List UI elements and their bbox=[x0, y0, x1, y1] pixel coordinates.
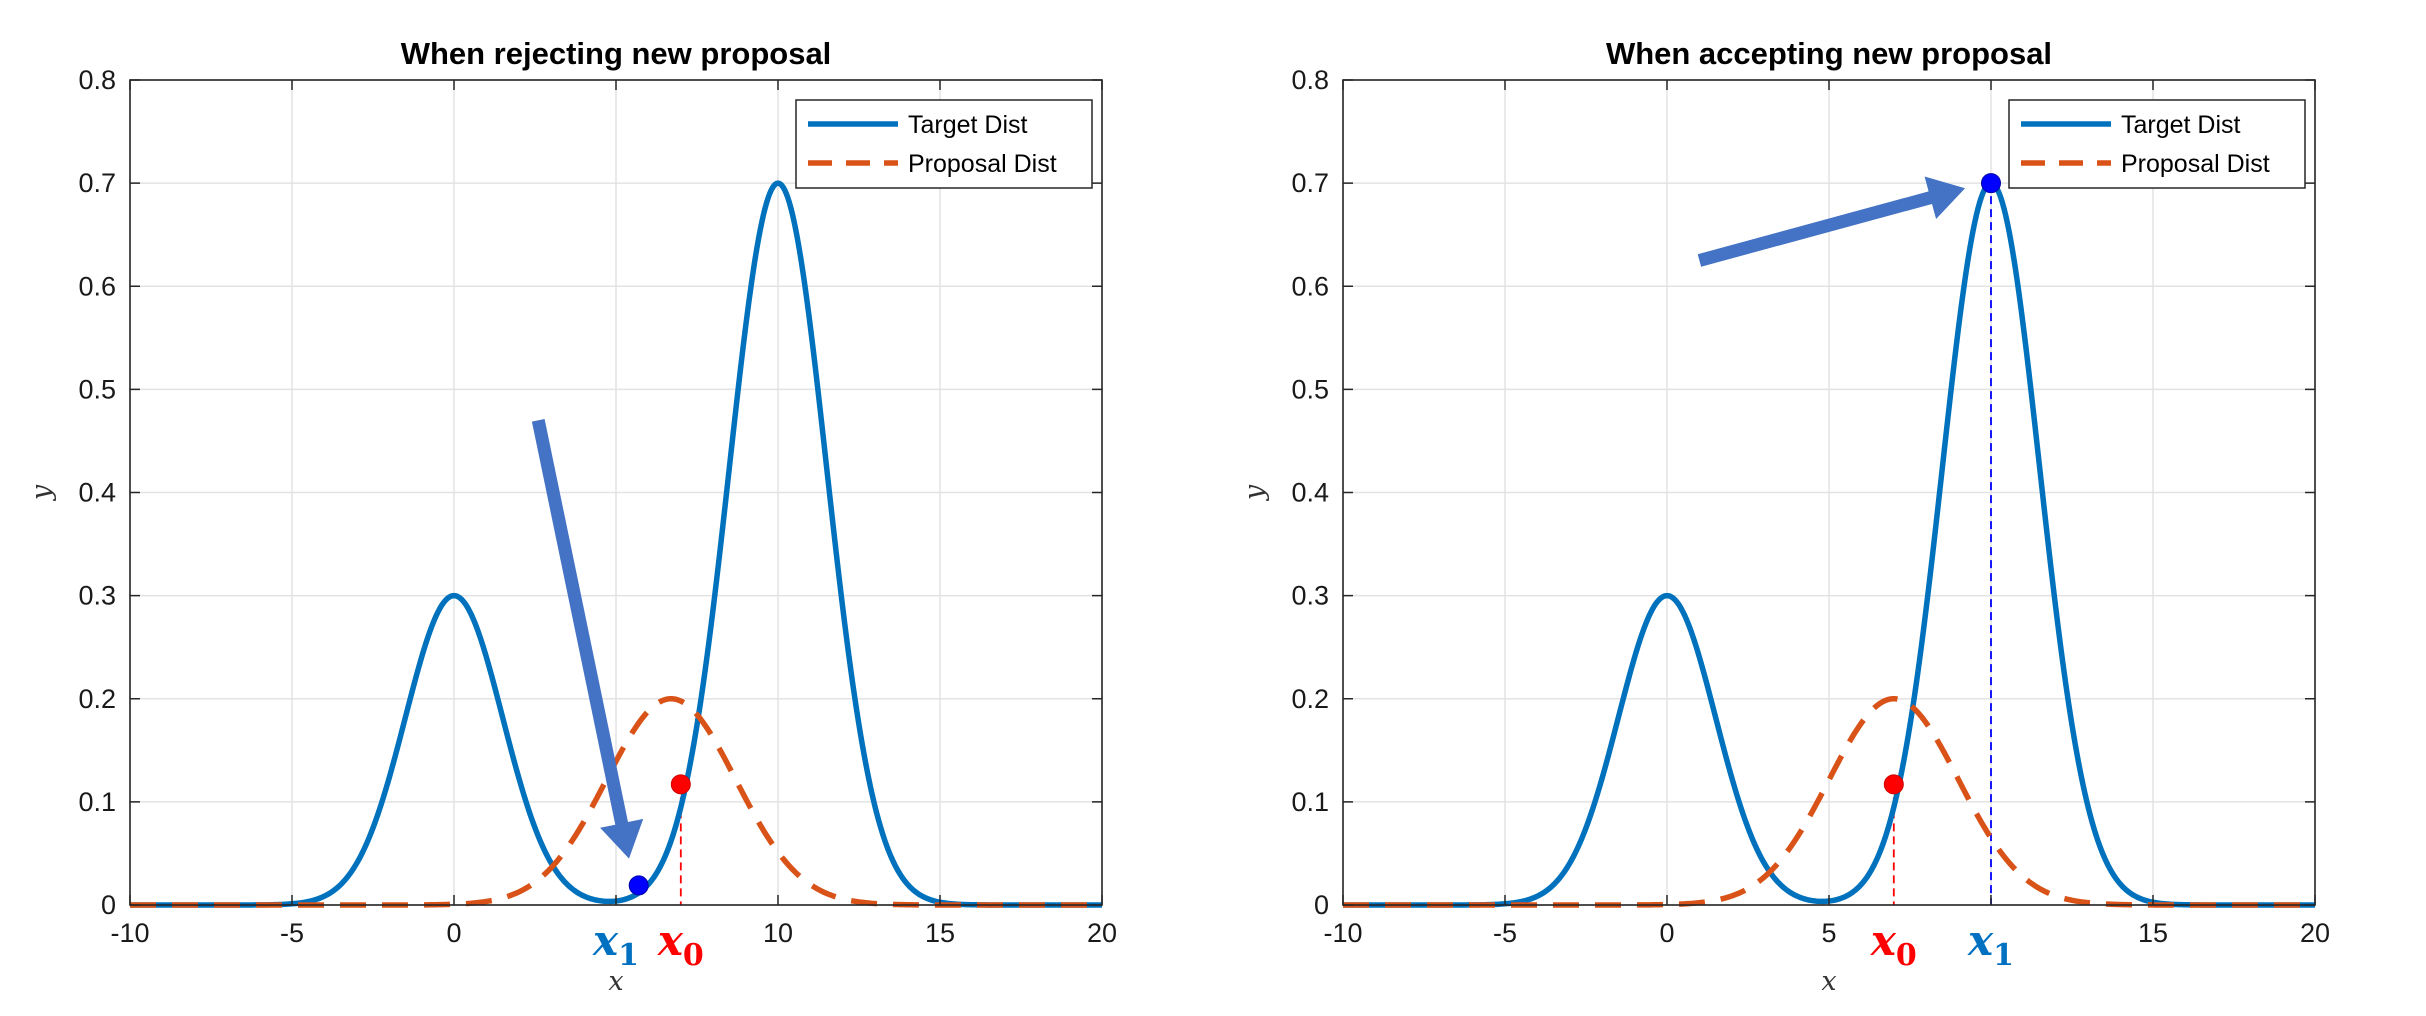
x-tick-label: -5 bbox=[1493, 918, 1517, 948]
marker-x0: x0 bbox=[657, 916, 704, 973]
marker-sub: 1 bbox=[1993, 938, 2014, 973]
y-tick-label: 0.8 bbox=[1291, 65, 1329, 95]
y-tick-label: 0.7 bbox=[1291, 168, 1329, 198]
y-tick-label: 0.6 bbox=[78, 271, 116, 301]
marker-var: x bbox=[657, 916, 684, 965]
y-tick-label: 0.3 bbox=[78, 581, 116, 611]
legend: Target Dist Proposal Dist bbox=[2008, 99, 2306, 189]
y-tick-label: 0.3 bbox=[1291, 581, 1329, 611]
x1-point bbox=[1981, 173, 2001, 194]
marker-var: x bbox=[1967, 916, 1994, 965]
y-tick-label: 0.1 bbox=[78, 787, 116, 817]
legend-label: Proposal Dist bbox=[908, 150, 1057, 178]
chart-accepting: -10 -5 0 5 15 20 0 0.1 0.2 0.3 0.4 0.5 0.6 0.7 0.8 When… bbox=[1239, 36, 2330, 997]
y-tick-label: 0.1 bbox=[1291, 787, 1329, 817]
marker-var: x bbox=[592, 916, 619, 965]
y-axis-label: y bbox=[26, 484, 57, 501]
x-tick-label: 20 bbox=[1087, 918, 1117, 948]
legend: Target Dist Proposal Dist bbox=[795, 99, 1093, 189]
chart-rejecting: -10 -5 0 10 15 2000.10.20.30.40.50.60.70.8Whe… bbox=[26, 36, 1117, 997]
y-tick-label: 0.8 bbox=[78, 65, 116, 95]
chart-title: When accepting new proposal bbox=[1606, 36, 2052, 71]
pointer-arrow bbox=[1697, 176, 1966, 267]
y-tick-label: 0.5 bbox=[78, 374, 116, 404]
x1-point bbox=[628, 875, 649, 896]
x-tick-label: -10 bbox=[110, 918, 149, 948]
x0-point bbox=[670, 774, 691, 795]
legend-box bbox=[795, 99, 1093, 189]
x0-point bbox=[1883, 774, 1904, 795]
x-tick-label: 0 bbox=[1659, 918, 1674, 948]
x-axis-label: x bbox=[608, 966, 623, 997]
marker-sub: 0 bbox=[1896, 938, 1917, 973]
marker-sub: 1 bbox=[618, 938, 639, 973]
legend-label: Proposal Dist bbox=[2121, 150, 2270, 178]
y-tick-label: 0.2 bbox=[78, 684, 116, 714]
marker-var: x bbox=[1870, 916, 1897, 965]
x-tick-label: -5 bbox=[280, 918, 304, 948]
y-tick-label: 0.6 bbox=[1291, 271, 1329, 301]
marker-x1: x1 bbox=[592, 916, 639, 973]
y-tick-label: 0.4 bbox=[78, 478, 116, 508]
x-tick-label: 0 bbox=[446, 918, 461, 948]
x-tick-label: 20 bbox=[2300, 918, 2330, 948]
marker-sub: 0 bbox=[683, 938, 704, 973]
marker-x0: x0 bbox=[1870, 916, 1917, 973]
chart-title: When rejecting new proposal bbox=[401, 36, 832, 71]
chart-panel-rejecting: -10 -5 0 10 15 20 0 0.1 0.2 0.3 0.4 0.5 0.6 0.7 0.8 Whe… bbox=[26, 36, 1117, 997]
y-tick-label: 0.5 bbox=[1291, 374, 1329, 404]
pointer-arrow bbox=[531, 419, 644, 859]
x-tick-label: -10 bbox=[1323, 918, 1362, 948]
y-tick-label: 0.7 bbox=[78, 168, 116, 198]
y-tick-label: 0 bbox=[1314, 890, 1329, 920]
legend-label: Target Dist bbox=[2121, 111, 2241, 139]
x-axis-label: x bbox=[1821, 966, 1836, 997]
legend-label: Target Dist bbox=[908, 111, 1028, 139]
marker-x1: x1 bbox=[1967, 916, 2014, 973]
x-tick-label: 5 bbox=[1821, 918, 1836, 948]
y-tick-label: 0.2 bbox=[1291, 684, 1329, 714]
y-tick-label: 0 bbox=[101, 890, 116, 920]
x-tick-label: 10 bbox=[763, 918, 793, 948]
y-tick-label: 0.4 bbox=[1291, 478, 1329, 508]
x-tick-label: 15 bbox=[2138, 918, 2168, 948]
y-axis-label: y bbox=[1239, 484, 1270, 501]
x-tick-label: 15 bbox=[925, 918, 955, 948]
chart-panel-accepting: -10 -5 0 5 15 20 0 0.1 0.2 0.3 0.4 0.5 0.6 0.7 0.8 When… bbox=[1213, 0, 2426, 1016]
legend-box bbox=[2008, 99, 2306, 189]
